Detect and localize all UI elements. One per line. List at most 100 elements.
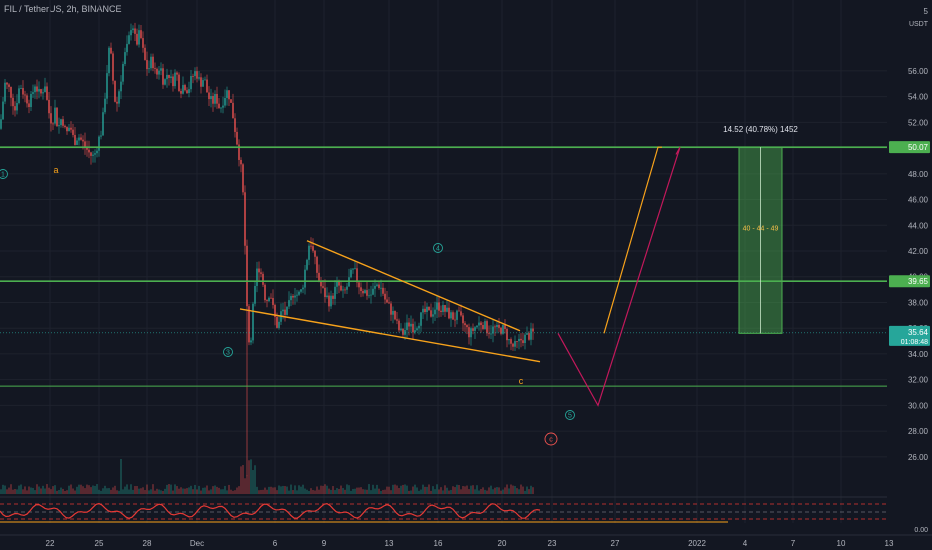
volume-bar — [412, 486, 414, 494]
volume-bar — [162, 490, 164, 494]
volume-bar — [448, 490, 450, 494]
volume-bar — [66, 490, 68, 494]
volume-bar — [460, 489, 462, 494]
candle-body — [446, 307, 448, 312]
candle-body — [194, 71, 196, 77]
candle-body — [476, 325, 478, 328]
candle-body — [396, 319, 398, 321]
candle-body — [286, 306, 288, 315]
volume-bar — [408, 490, 410, 494]
volume-bar — [440, 487, 442, 494]
volume-bar — [206, 485, 208, 494]
candle-body — [144, 47, 146, 60]
volume-bar — [32, 487, 34, 494]
wave-label-C: c — [549, 437, 553, 444]
level-upper-tag: 50.07 — [908, 143, 929, 152]
volume-bar — [148, 490, 150, 494]
x-tick-label: Dec — [190, 539, 204, 548]
candle-body — [154, 68, 156, 69]
candle-body — [362, 290, 364, 294]
candle-body — [224, 98, 226, 106]
candle-body — [70, 127, 72, 130]
candle-body — [376, 284, 378, 286]
candle-body — [102, 112, 104, 136]
volume-bar — [396, 485, 398, 494]
candle-body — [116, 101, 118, 104]
volume-bar — [512, 485, 514, 494]
candle-body — [72, 129, 74, 135]
candle-body — [336, 281, 338, 287]
volume-bar — [250, 459, 252, 494]
volume-bar — [188, 487, 190, 494]
candle-body — [366, 290, 368, 296]
candle-body — [432, 314, 434, 317]
candle-body — [252, 303, 254, 341]
volume-bar — [198, 485, 200, 494]
candle-body — [54, 107, 56, 124]
corner-label: 5 — [924, 7, 929, 16]
candle-body — [244, 192, 246, 246]
candle-body — [390, 303, 392, 315]
volume-bar — [216, 486, 218, 494]
candle-body — [524, 334, 526, 343]
candle-body — [472, 328, 474, 331]
candle-body — [62, 119, 64, 126]
volume-bar — [494, 487, 496, 494]
volume-bar — [174, 484, 176, 494]
volume-bar — [232, 490, 234, 494]
candle-body — [356, 268, 358, 283]
volume-bar — [478, 490, 480, 494]
candle-body — [380, 287, 382, 289]
volume-bar — [78, 484, 80, 494]
candle-body — [384, 293, 386, 300]
candle-body — [478, 322, 480, 326]
volume-bar — [172, 490, 174, 494]
volume-bar — [374, 488, 376, 494]
volume-bar — [240, 466, 242, 494]
candle-body — [374, 285, 376, 289]
candle-body — [180, 90, 182, 94]
volume-bar — [506, 484, 508, 494]
candle-body — [410, 323, 412, 327]
candle-body — [174, 72, 176, 87]
axis-bg — [887, 0, 932, 550]
volume-bar — [280, 486, 282, 494]
candle-body — [276, 317, 278, 328]
currency-label: USDT — [909, 21, 929, 28]
volume-bar — [520, 484, 522, 494]
volume-bar — [88, 485, 90, 494]
candle-body — [216, 93, 218, 104]
volume-bar — [378, 488, 380, 494]
volume-bar — [76, 486, 78, 494]
volume-bar — [140, 488, 142, 494]
candle-body — [126, 43, 128, 53]
candle-body — [188, 89, 190, 94]
y-tick-label: 34.00 — [908, 350, 929, 359]
volume-bar — [186, 488, 188, 494]
candle-body — [316, 256, 318, 273]
candle-body — [346, 286, 348, 290]
volume-bar — [482, 487, 484, 494]
wave-label-3-circle — [223, 347, 233, 357]
candle-body — [300, 289, 302, 292]
volume-bar — [268, 486, 270, 494]
candle-body — [414, 330, 416, 333]
volume-bar — [466, 485, 468, 494]
volume-bar — [258, 490, 260, 494]
volume-bar — [292, 490, 294, 494]
volume-bar — [98, 489, 100, 494]
volume-bar — [344, 489, 346, 494]
candle-body — [204, 79, 206, 81]
volume-bar — [528, 489, 530, 494]
price-axis: 56.00 54.00 52.00 5 0.00 48.00 46.00 44.00 42.00… — [887, 0, 932, 550]
wave-label-C-circle — [544, 432, 558, 446]
candle-body — [240, 159, 242, 165]
volume-bar — [136, 486, 138, 494]
candle-body — [418, 325, 420, 329]
volume-bar — [50, 489, 52, 494]
volume-bar — [332, 486, 334, 494]
volume-bar — [288, 490, 290, 494]
candle-body — [408, 322, 410, 327]
volume-bar — [360, 487, 362, 494]
